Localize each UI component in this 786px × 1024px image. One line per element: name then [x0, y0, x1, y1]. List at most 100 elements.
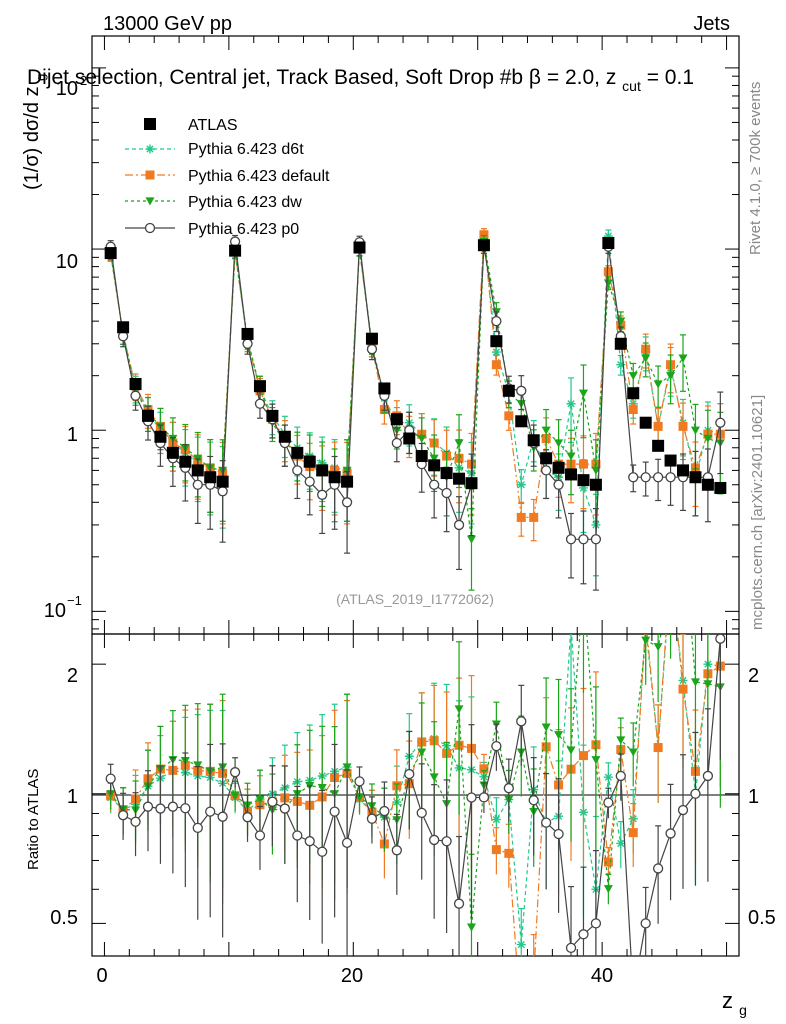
ratio-point-default	[678, 684, 688, 694]
ratio-point-dw	[454, 705, 464, 714]
data-point-p0	[578, 534, 589, 545]
ratio-line-dw	[110, 634, 721, 928]
ratio-point-p0	[105, 773, 116, 784]
series-atlas	[104, 237, 727, 494]
ratio-point-p0	[516, 716, 527, 727]
ratio-point-p0	[354, 776, 365, 787]
ratio-point-d6t	[666, 570, 675, 579]
axis-ticks	[92, 36, 739, 956]
main-ytick-exp-100: 2	[80, 73, 87, 88]
data-point-atlas	[253, 380, 266, 393]
ratio-point-p0	[379, 805, 390, 817]
legend-label-d6t: Pythia 6.423 d6t	[188, 141, 304, 158]
data-point-p0	[453, 519, 465, 531]
data-point-p0	[553, 479, 564, 490]
ratio-point-default	[603, 857, 613, 867]
data-point-p0	[366, 344, 378, 355]
data-point-p0	[304, 476, 315, 487]
ratio-series-dw	[106, 523, 725, 956]
ratio-point-p0	[615, 770, 626, 782]
ratio-point-p0	[155, 803, 166, 814]
series-default	[106, 228, 725, 542]
legend: ATLAS Pythia 6.423 d6t Pythia 6.423 defa…	[125, 117, 330, 238]
ratio-point-dw	[554, 731, 564, 740]
ratio-point-d6t	[567, 621, 576, 630]
ratio-point-p0	[652, 863, 664, 874]
data-point-atlas	[141, 409, 154, 422]
data-point-atlas	[353, 241, 366, 254]
ratio-point-p0	[690, 788, 701, 799]
category-label: Jets	[693, 13, 730, 35]
data-point-atlas	[129, 377, 142, 390]
data-point-atlas	[527, 434, 540, 447]
data-point-atlas	[453, 472, 466, 485]
data-point-atlas	[440, 467, 453, 480]
data-point-p0	[242, 338, 253, 349]
ratio-point-p0	[503, 783, 514, 794]
ratio-point-p0	[466, 792, 477, 803]
legend-label-dw: Pythia 6.423 dw	[188, 194, 302, 211]
data-point-p0	[715, 417, 726, 428]
ratio-point-dw	[616, 736, 626, 745]
ratio-point-p0	[565, 942, 577, 954]
data-point-p0	[628, 472, 639, 483]
ratio-point-p0	[629, 989, 638, 998]
ratio-point-dw	[641, 636, 651, 645]
data-point-default	[653, 421, 663, 431]
data-point-dw	[554, 439, 564, 448]
ratio-point-p0	[304, 836, 315, 847]
ratio-point-p0	[242, 812, 253, 823]
ratio-point-p0	[279, 803, 291, 814]
data-point-p0	[317, 489, 328, 500]
ratio-point-p0	[590, 918, 602, 929]
data-point-atlas	[154, 430, 167, 443]
ratio-point-p0	[167, 801, 179, 812]
ratio-ytick-label-right-1: 1	[748, 786, 759, 808]
ratio-ytick-label-1: 1	[67, 786, 78, 808]
data-point-atlas	[104, 247, 117, 260]
xtick-label-20: 20	[341, 965, 363, 987]
ratio-point-dw	[703, 680, 713, 689]
data-point-atlas	[191, 464, 204, 477]
data-point-atlas	[179, 455, 192, 468]
data-point-atlas	[714, 481, 727, 494]
ratio-point-dw	[355, 793, 365, 802]
data-point-atlas	[614, 337, 627, 350]
legend-marker-dw	[145, 197, 155, 206]
ratio-point-p0	[528, 795, 539, 806]
ratio-point-dw	[690, 678, 700, 687]
data-point-d6t	[566, 399, 576, 409]
cut-sub: cut	[622, 78, 641, 94]
data-point-atlas	[415, 450, 428, 463]
main-ylabel-sub: g	[33, 74, 48, 81]
ratio-point-p0	[391, 845, 402, 856]
data-point-p0	[491, 315, 502, 327]
data-point-atlas	[428, 459, 441, 472]
ratio-point-dw	[679, 523, 688, 531]
ratio-point-dw	[591, 756, 601, 765]
ratio-point-default	[479, 764, 489, 774]
cut-value: = 0.1	[647, 66, 694, 89]
ratio-ylabel: Ratio to ATLAS	[25, 769, 42, 870]
data-point-atlas	[229, 244, 242, 257]
ratio-point-p0	[640, 918, 651, 929]
ratio-point-p0	[205, 806, 216, 817]
ratio-point-default	[517, 1018, 526, 1024]
data-point-default	[603, 267, 613, 277]
data-point-atlas	[664, 454, 677, 467]
main-ytick-label-1: 1	[67, 424, 78, 446]
rivet-label: Rivet 4.1.0, ≥ 700k events	[747, 82, 764, 255]
cut-text: = 2.0, z	[547, 66, 616, 89]
data-point-p0	[590, 534, 602, 545]
ratio-ytick-label-0p5: 0.5	[50, 907, 78, 929]
ratio-point-dw	[193, 761, 203, 770]
legend-marker-p0	[144, 222, 156, 234]
ratio-point-p0	[142, 801, 154, 812]
data-point-default	[479, 230, 489, 240]
data-point-p0	[429, 479, 440, 490]
ratio-point-dw	[603, 885, 613, 894]
ratio-point-default	[653, 743, 663, 753]
ratio-point-p0	[677, 804, 689, 816]
main-ylabel-text: (1/σ) dσ/d z	[21, 86, 43, 190]
